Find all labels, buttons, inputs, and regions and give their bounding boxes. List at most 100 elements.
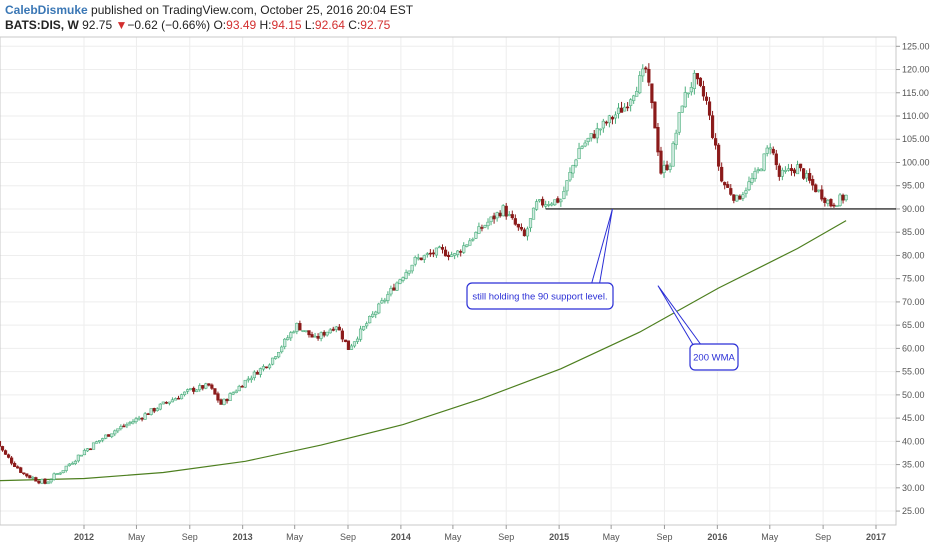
candle-body [729, 188, 733, 195]
candle-body [392, 287, 396, 291]
candle-body [10, 457, 14, 464]
candle-body [738, 195, 742, 200]
candle-body [398, 279, 402, 284]
y-tick-label: 35.00 [902, 460, 925, 470]
candle-body [507, 214, 511, 216]
candle-body [808, 172, 812, 181]
candle-body [768, 147, 772, 150]
candle-body [55, 473, 59, 475]
y-tick-label: 105.00 [902, 134, 930, 144]
candle-body [647, 69, 651, 83]
down-arrow-icon: ▼ [115, 18, 128, 32]
candle-body [52, 473, 56, 480]
y-tick-label: 115.00 [902, 88, 929, 98]
candle-body [91, 442, 96, 450]
candle-body [610, 116, 615, 120]
candle-body [16, 466, 20, 469]
y-tick-label: 40.00 [902, 436, 925, 446]
candle-body [468, 240, 472, 246]
y-tick-label: 125.00 [902, 41, 930, 51]
candle-body [431, 252, 435, 255]
candle-body [777, 165, 781, 177]
x-tick-label: Sep [498, 532, 514, 542]
candle-body [568, 172, 572, 181]
candle-body [832, 204, 836, 207]
candle-body [592, 133, 596, 139]
y-tick-label: 50.00 [902, 390, 925, 400]
y-tick-label: 65.00 [902, 320, 925, 330]
y-tick-label: 95.00 [902, 181, 925, 191]
x-tick-label: May [286, 532, 304, 542]
candle-body [689, 87, 693, 93]
high-label: H: [259, 18, 272, 32]
candle-body [110, 433, 114, 438]
candle-body [732, 194, 736, 201]
x-tick-label: 2017 [866, 532, 886, 542]
candle-body [826, 200, 830, 204]
candle-body [653, 101, 657, 129]
candle-body [94, 441, 99, 444]
x-tick-label: Sep [815, 532, 831, 542]
x-tick-label: May [761, 532, 779, 542]
candle-body [43, 478, 47, 484]
candle-body [267, 364, 272, 369]
candle-body [249, 377, 253, 381]
candle-body [450, 254, 454, 257]
y-tick-label: 45.00 [902, 413, 925, 423]
candle-body [710, 115, 715, 138]
candle-body [559, 199, 563, 203]
candle-body [331, 328, 335, 331]
drawings: still holding the 90 support level. 200 W… [466, 208, 896, 371]
candle-body [504, 205, 508, 217]
candle-body [717, 144, 721, 167]
candle-body [198, 385, 202, 391]
candle-body [783, 170, 787, 172]
candle-body [113, 430, 117, 435]
x-tick-label: 2014 [391, 532, 411, 542]
candle-body [37, 480, 41, 484]
candle-body [829, 198, 833, 207]
candle-body [522, 229, 527, 237]
candle-body [219, 399, 223, 405]
candle-body [434, 247, 439, 256]
candle-body [604, 121, 608, 124]
y-tick-label: 120.00 [902, 65, 930, 75]
candle-body [240, 385, 244, 388]
candle-body [85, 448, 90, 452]
candle-body [765, 147, 769, 154]
candle-body [104, 434, 108, 439]
candle-body [61, 470, 65, 474]
author-link[interactable]: CalebDismuke [5, 3, 88, 17]
candle-body [802, 168, 806, 179]
candle-body [607, 115, 611, 124]
candle-body [222, 398, 226, 405]
candle-body [483, 225, 487, 228]
candle-body [571, 165, 575, 174]
x-axis: 2012 May Sep 2013 May Sep 2014 May Sep 2015 May Sep… [74, 525, 886, 542]
callout-text: still holding the 90 support level. [472, 292, 607, 303]
candle-body [583, 142, 587, 147]
candle-body [179, 394, 184, 400]
candle-body [164, 401, 168, 404]
candle-body [67, 463, 71, 467]
x-tick-label: 2013 [233, 532, 253, 542]
candle-body [316, 336, 320, 339]
candle-body [58, 472, 62, 475]
candle-body [6, 454, 11, 458]
candle-body [328, 329, 332, 334]
candle-body [389, 288, 393, 295]
candle-body [216, 393, 220, 401]
candle-body [192, 387, 196, 392]
candle-body [668, 165, 672, 170]
candle-body [0, 446, 5, 451]
last-price: 92.75 [82, 18, 113, 32]
candle-body [374, 311, 378, 315]
callout-pointer [657, 285, 702, 346]
x-tick-label: May [444, 532, 462, 542]
candle-body [674, 132, 678, 146]
y-tick-label: 60.00 [902, 343, 925, 353]
candle-body [510, 214, 514, 219]
candle-body [119, 426, 123, 430]
candle-body [283, 338, 287, 347]
